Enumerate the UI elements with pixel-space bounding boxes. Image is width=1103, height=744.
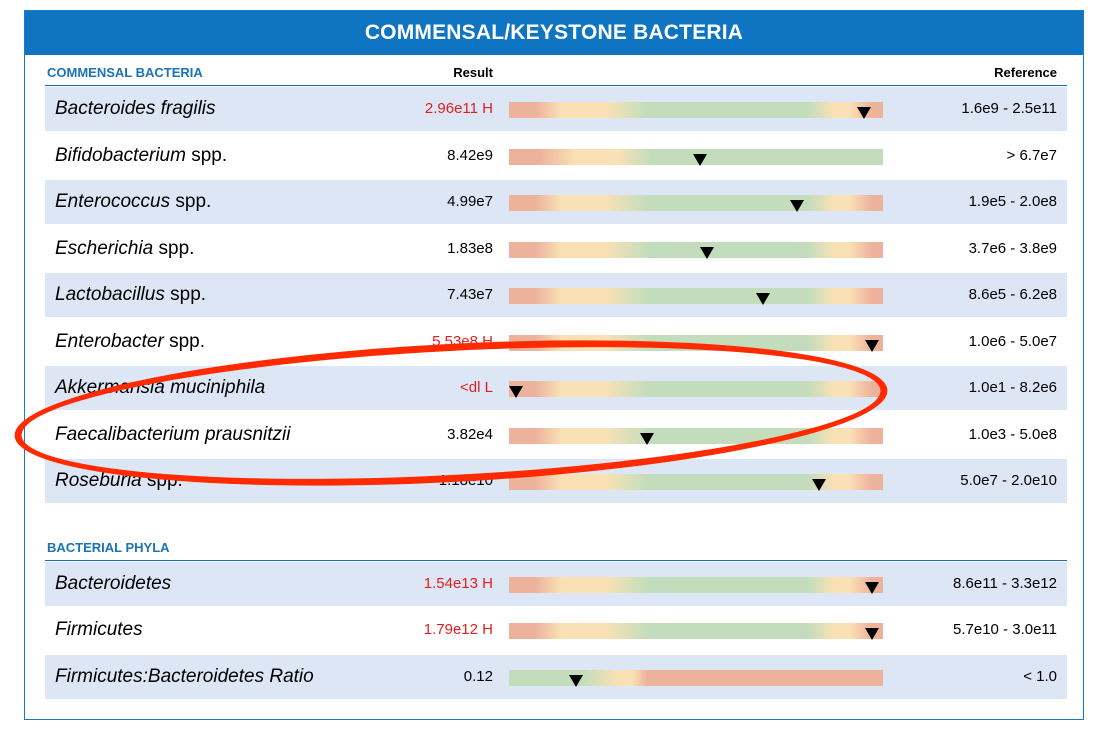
reference-range: 1.6e9 - 2.5e11	[961, 100, 1057, 117]
table-row: Bacteroides fragilis 2.96e11 H 1.6e9 - 2.5…	[45, 87, 1067, 131]
organism-name: Bacteroidetes	[55, 562, 171, 606]
reference-range: 8.6e11 - 3.3e12	[953, 574, 1057, 592]
result-marker	[864, 339, 879, 352]
range-bar	[509, 576, 883, 593]
organism-name: Roseburia spp.	[55, 459, 183, 503]
result-value: 0.12	[463, 667, 493, 685]
organism-name: Enterococcus spp.	[55, 180, 211, 224]
result-value: <dl L	[460, 379, 493, 396]
table-row: Enterococcus spp. 4.99e7 1.9e5 - 2.0e8	[45, 180, 1067, 224]
result-marker	[756, 293, 771, 305]
reference-range: 1.0e3 - 5.0e8	[968, 425, 1057, 443]
organism-name-text: Akkermansia muciniphila	[55, 377, 266, 398]
result-marker	[789, 200, 804, 212]
result-value: 1.18e10	[438, 472, 493, 489]
section-label: COMMENSAL BACTERIA	[47, 65, 203, 80]
reference-range: 1.9e5 - 2.0e8	[968, 193, 1057, 210]
reference-range: 1.0e1 - 8.2e6	[968, 379, 1057, 396]
reference-range: 5.7e10 - 3.0e11	[953, 621, 1057, 638]
organism-name-suffix: spp.	[185, 144, 228, 166]
result-value: 3.82e4	[447, 425, 493, 443]
range-bar	[509, 623, 883, 639]
result-value: 1.79e12 H	[423, 621, 493, 638]
reference-range: 5.0e7 - 2.0e10	[960, 472, 1057, 489]
organism-name: Akkermansia muciniphila	[55, 366, 265, 410]
section-label: BACTERIAL PHYLA	[47, 539, 170, 555]
organism-name-text: Bifidobacterium	[55, 144, 186, 166]
organism-name-text: Enterococcus	[55, 191, 171, 212]
table-row: Bifidobacterium spp. 8.42e9 > 6.7e7	[45, 134, 1067, 178]
organism-name-suffix: spp.	[170, 191, 212, 212]
organism-name-text: Bacteroides fragilis	[55, 98, 216, 119]
result-value: 4.99e7	[447, 193, 493, 210]
organism-name-text: Firmicutes	[55, 619, 143, 640]
range-bar	[509, 381, 883, 397]
result-value: 1.83e8	[447, 239, 493, 257]
organism-name: Firmicutes	[55, 608, 143, 652]
result-marker	[812, 479, 827, 491]
organism-name: Bacteroides fragilis	[55, 87, 216, 131]
result-marker	[700, 246, 715, 259]
table-row: Bacteroidetes 1.54e13 H 8.6e11 - 3.3e12	[45, 561, 1067, 606]
range-bar	[509, 427, 883, 444]
table-row: Roseburia spp. 1.18e10 5.0e7 - 2.0e10	[45, 459, 1067, 503]
result-marker	[569, 674, 584, 687]
organism-name-suffix: spp.	[153, 237, 195, 259]
reference-range: 3.7e6 - 3.8e9	[968, 239, 1057, 257]
result-marker	[864, 628, 879, 640]
result-marker	[509, 386, 524, 398]
organism-name-text: Bacteroidetes	[55, 572, 172, 594]
organism-name-text: Firmicutes:Bacteroidetes Ratio	[55, 665, 314, 687]
table-row: Firmicutes:Bacteroidetes Ratio 0.12 < 1.0	[45, 654, 1067, 699]
result-value: 1.54e13 H	[423, 574, 493, 592]
organism-name: Faecalibacterium prausnitzii	[55, 413, 291, 457]
result-value: 8.42e9	[447, 146, 493, 164]
range-bar	[509, 288, 883, 304]
table-row: Faecalibacterium prausnitzii 3.82e4 1.0e3 …	[45, 413, 1067, 457]
organism-name: Escherichia spp.	[55, 227, 194, 271]
reference-range: 1.0e6 - 5.0e7	[968, 332, 1057, 350]
table-row: Firmicutes 1.79e12 H 5.7e10 - 3.0e11	[45, 608, 1067, 652]
result-marker	[692, 153, 707, 166]
table-row: Escherichia spp. 1.83e8 3.7e6 - 3.8e9	[45, 227, 1067, 271]
organism-name: Bifidobacterium spp.	[55, 134, 227, 178]
table-row: Enterobacter spp. 5.53e8 H 1.0e6 - 5.0e7	[45, 320, 1067, 364]
range-bar	[509, 102, 883, 118]
organism-name-suffix: spp.	[163, 330, 205, 352]
column-header-result: Result	[453, 65, 493, 80]
range-bar	[509, 195, 883, 211]
range-bar	[509, 334, 883, 351]
range-bar	[509, 474, 883, 490]
report-title: COMMENSAL/KEYSTONE BACTERIA	[25, 11, 1083, 55]
organism-name: Lactobacillus spp.	[55, 273, 206, 317]
result-value: 2.96e11 H	[424, 100, 493, 117]
reference-range: > 6.7e7	[1006, 146, 1057, 164]
organism-name: Enterobacter spp.	[55, 320, 205, 364]
column-header-reference: Reference	[994, 65, 1057, 80]
range-bar	[509, 669, 883, 686]
section-header: BACTERIAL PHYLA	[45, 538, 1067, 561]
range-bar	[509, 241, 883, 258]
result-marker	[640, 432, 655, 445]
reference-range: < 1.0	[1023, 667, 1057, 685]
result-marker	[864, 581, 879, 594]
result-value: 5.53e8 H	[432, 332, 493, 350]
organism-name-suffix: spp.	[141, 470, 183, 491]
organism-name-text: Lactobacillus	[55, 284, 165, 305]
table-row: Akkermansia muciniphila <dl L 1.0e1 - 8.2e…	[45, 366, 1067, 410]
organism-name-text: Faecalibacterium prausnitzii	[55, 423, 291, 445]
section-header: COMMENSAL BACTERIA Result Reference	[45, 63, 1067, 86]
organism-name-text: Enterobacter	[55, 330, 164, 352]
result-value: 7.43e7	[447, 286, 493, 303]
result-marker	[857, 107, 872, 119]
report-panel: COMMENSAL/KEYSTONE BACTERIA COMMENSAL BA…	[24, 10, 1084, 720]
organism-name-suffix: spp.	[164, 284, 207, 305]
reference-range: 8.6e5 - 6.2e8	[968, 286, 1057, 303]
organism-name: Firmicutes:Bacteroidetes Ratio	[55, 655, 314, 699]
table-row: Lactobacillus spp. 7.43e7 8.6e5 - 6.2e8	[45, 273, 1067, 317]
organism-name-text: Escherichia	[55, 237, 154, 259]
organism-name-text: Roseburia	[55, 470, 142, 491]
